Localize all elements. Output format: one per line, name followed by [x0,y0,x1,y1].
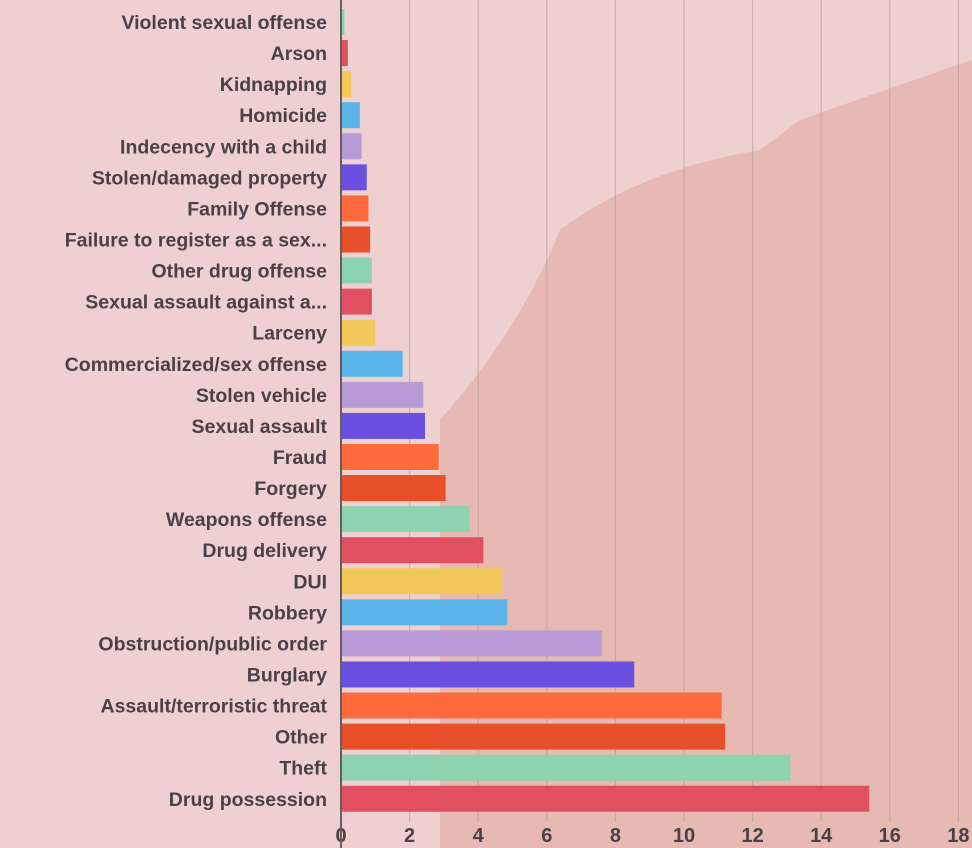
category-label-8: Other drug offense [151,261,327,283]
x-axis-ticks: 024681012141618 [335,825,969,847]
category-label-10: Larceny [252,323,327,345]
bar-4 [341,133,362,160]
category-label-6: Family Offense [187,198,327,220]
category-label-5: Stolen/damaged property [92,167,327,189]
bar-8 [341,257,372,284]
bars [341,9,870,812]
bar-11 [341,350,403,377]
category-label-25: Drug possession [169,789,327,811]
bar-24 [341,754,791,781]
category-label-21: Burglary [247,664,327,686]
bar-20 [341,630,602,657]
category-label-11: Commercialized/sex offense [65,354,327,376]
category-label-7: Failure to register as a sex... [65,229,327,251]
bar-25 [341,785,870,812]
x-tick-label-12: 12 [741,825,763,847]
category-label-12: Stolen vehicle [196,385,327,407]
bar-7 [341,226,371,253]
bar-9 [341,288,372,315]
category-label-24: Theft [279,758,327,780]
category-label-15: Forgery [254,478,327,500]
category-label-18: DUI [293,571,327,593]
bar-14 [341,443,439,470]
category-label-17: Drug delivery [202,540,327,562]
x-tick-label-4: 4 [473,825,485,847]
bar-1 [341,40,348,67]
bar-23 [341,723,726,750]
bar-17 [341,537,484,564]
bar-0 [341,9,345,35]
bar-15 [341,475,446,502]
x-tick-label-10: 10 [673,825,695,847]
bar-12 [341,381,424,408]
bar-13 [341,412,426,439]
category-label-19: Robbery [248,602,327,624]
category-labels: Violent sexual offense Arson Kidnapping Hom… [65,12,328,811]
category-label-0: Violent sexual offense [121,12,327,34]
x-tick-label-14: 14 [810,825,833,847]
category-label-3: Homicide [239,105,327,127]
bar-2 [341,71,352,98]
x-tick-label-2: 2 [404,825,415,847]
category-label-9: Sexual assault against a... [85,292,327,314]
bar-19 [341,599,508,626]
x-tick-label-8: 8 [610,825,621,847]
bar-18 [341,568,503,595]
bar-5 [341,164,367,191]
bar-21 [341,661,635,688]
x-tick-label-18: 18 [947,825,969,847]
x-tick-label-6: 6 [541,825,552,847]
category-label-1: Arson [271,43,327,65]
category-label-20: Obstruction/public order [98,633,327,655]
bar-6 [341,195,369,222]
category-label-14: Fraud [273,447,327,469]
category-label-2: Kidnapping [220,74,327,96]
x-tick-label-16: 16 [879,825,901,847]
category-label-23: Other [275,727,327,749]
bar-3 [341,102,360,129]
category-label-16: Weapons offense [166,509,327,531]
bar-22 [341,692,722,719]
category-label-13: Sexual assault [192,416,328,438]
bar-16 [341,506,470,533]
bar-10 [341,319,376,346]
category-label-22: Assault/terroristic threat [101,696,328,718]
category-label-4: Indecency with a child [120,136,327,158]
